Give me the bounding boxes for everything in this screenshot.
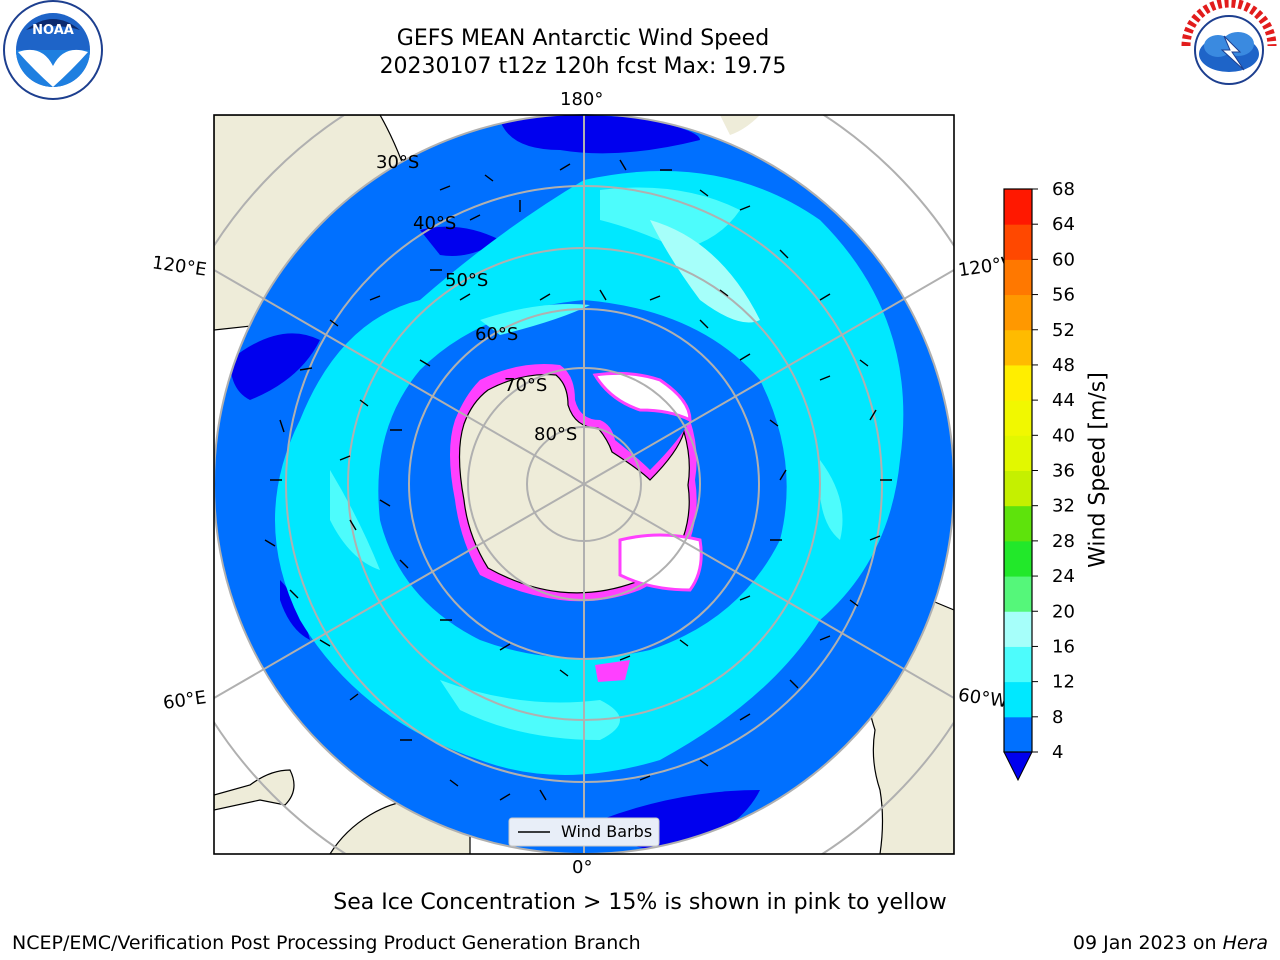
colorbar-tick-label: 60 xyxy=(1052,249,1075,270)
colorbar-segment xyxy=(1004,611,1032,647)
lon-label-180: 180° xyxy=(560,89,604,110)
colorbar-tick-label: 40 xyxy=(1052,425,1075,446)
map-subtitle: 20230107 t12z 120h fcst Max: 19.75 xyxy=(379,54,787,79)
colorbar-segment xyxy=(1004,576,1032,612)
legend-wind-barbs-label: Wind Barbs xyxy=(561,822,653,841)
colorbar-segment xyxy=(1004,435,1032,471)
map-title: GEFS MEAN Antarctic Wind Speed xyxy=(396,26,770,51)
colorbar-tick-label: 28 xyxy=(1052,531,1075,552)
colorbar-segment xyxy=(1004,681,1032,718)
colorbar-segment xyxy=(1004,540,1032,577)
footer-date: 09 Jan 2023 on Hera xyxy=(1072,932,1268,954)
colorbar-segment xyxy=(1004,329,1032,366)
lat-label-40s: 40°S xyxy=(413,213,457,234)
colorbar-tick-label: 64 xyxy=(1052,214,1075,235)
colorbar-segment xyxy=(1004,224,1032,260)
colorbar-tick-label: 68 xyxy=(1052,179,1075,200)
colorbar-segment xyxy=(1004,364,1032,401)
svg-text:NOAA: NOAA xyxy=(32,23,74,38)
colorbar-tick-label: 56 xyxy=(1052,285,1075,306)
colorbar-segment xyxy=(1004,716,1032,753)
colorbar-tick-label: 16 xyxy=(1052,636,1075,657)
colorbar-segment xyxy=(1004,505,1032,542)
lat-label-30s: 30°S xyxy=(376,152,420,173)
colorbar-tick-label: 24 xyxy=(1052,566,1075,587)
colorbar-tick-label: 8 xyxy=(1052,707,1063,728)
lat-label-70s: 70°S xyxy=(504,375,548,396)
colorbar-tick-label: 36 xyxy=(1052,461,1075,482)
colorbar-segment xyxy=(1004,470,1032,507)
lon-label-0: 0° xyxy=(572,857,593,878)
sea-ice-note: Sea Ice Concentration > 15% is shown in … xyxy=(333,890,947,915)
colorbar-segment xyxy=(1004,646,1032,683)
colorbar-tick-label: 44 xyxy=(1052,390,1075,411)
colorbar-segment xyxy=(1004,259,1032,296)
colorbar-tick-label: 32 xyxy=(1052,496,1075,517)
colorbar-tick-label: 48 xyxy=(1052,355,1075,376)
map-legend xyxy=(508,817,660,847)
colorbar-tick-label: 20 xyxy=(1052,601,1075,622)
colorbar-tick-label: 4 xyxy=(1052,742,1063,763)
nws-logo xyxy=(1181,0,1277,98)
noaa-logo: NOAA xyxy=(3,0,103,100)
wind-barbs xyxy=(264,159,892,801)
lat-label-60s: 60°S xyxy=(475,324,519,345)
colorbar-title: Wind Speed [m/s] xyxy=(1085,372,1111,568)
colorbar-tick-label: 12 xyxy=(1052,672,1075,693)
colorbar-extend-arrow xyxy=(1003,751,1033,782)
colorbar-tick-label: 52 xyxy=(1052,320,1075,341)
antarctica xyxy=(450,364,703,682)
lat-label-80s: 80°S xyxy=(534,424,578,445)
footer-machine: Hera xyxy=(1222,932,1268,954)
lat-label-50s: 50°S xyxy=(445,270,489,291)
footer-credit: NCEP/EMC/Verification Post Processing Pr… xyxy=(12,932,641,954)
colorbar-segment xyxy=(1004,294,1032,331)
graticule xyxy=(214,115,954,854)
colorbar-segment xyxy=(1004,189,1032,225)
colorbar-segment xyxy=(1004,400,1032,436)
